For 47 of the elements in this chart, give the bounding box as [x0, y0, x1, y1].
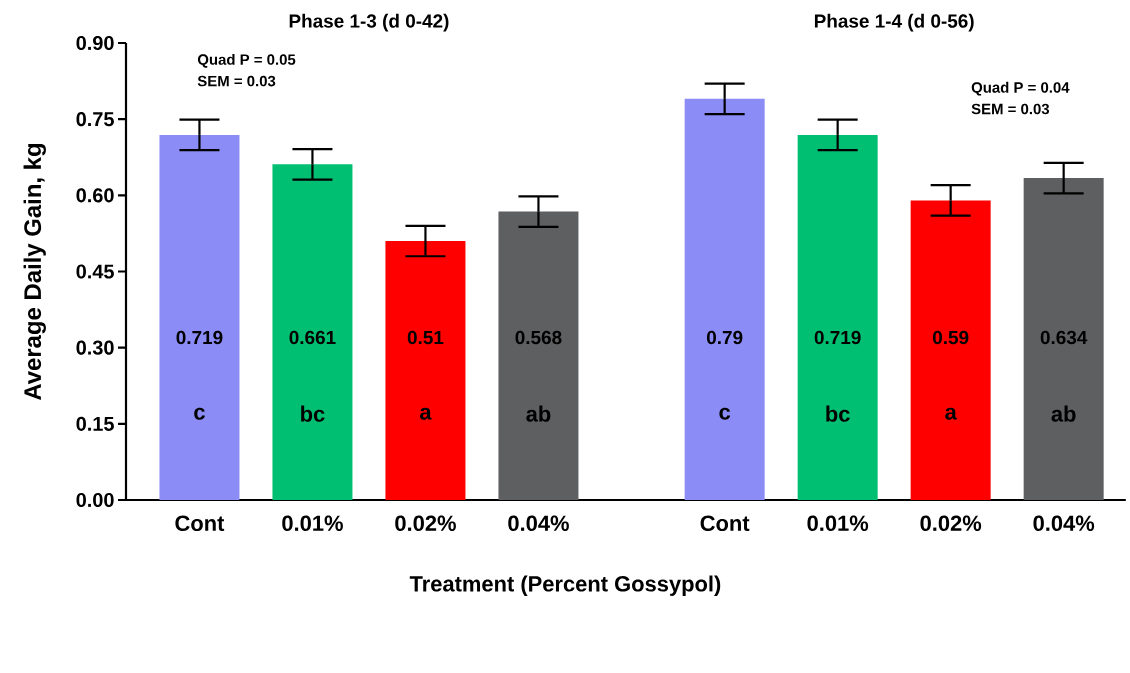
- y-tick-label: 0.15: [76, 416, 114, 431]
- x-tick-label: 0.01%: [282, 515, 343, 532]
- annotation: bc: [301, 405, 325, 422]
- y-tick-label: 0.60: [76, 188, 114, 203]
- annotation: SEM = 0.03: [197, 75, 276, 87]
- bar: [159, 134, 240, 500]
- annotation: Quad P = 0.05: [197, 53, 296, 68]
- annotation: a: [945, 407, 957, 420]
- bar: [498, 211, 579, 500]
- x-tick-label: Cont: [700, 515, 750, 532]
- data-label: 0.79: [706, 330, 743, 345]
- annotation: c: [194, 407, 205, 420]
- y-tick-label: 0.45: [76, 264, 114, 279]
- x-axis-title: Treatment (Percent Gossypol): [409, 575, 721, 596]
- y-tick-label: 0.75: [76, 112, 114, 127]
- annotation: a: [420, 407, 432, 420]
- bar: [272, 164, 353, 500]
- x-tick-label: 0.04%: [1033, 515, 1095, 532]
- annotation: Quad P = 0.04: [971, 81, 1070, 96]
- y-tick-label: 0.00: [76, 492, 114, 508]
- data-label: 0.568: [515, 330, 562, 345]
- x-tick-label: Cont: [175, 515, 225, 532]
- data-label: 0.719: [176, 330, 223, 345]
- x-tick-label: 0.02%: [920, 515, 982, 532]
- bar: [797, 134, 878, 500]
- chart-title: Phase 1-3 (d 0-42): [289, 13, 449, 32]
- annotation: SEM = 0.03: [971, 103, 1050, 115]
- data-label: 0.634: [1040, 330, 1088, 345]
- data-label: 0.51: [407, 330, 444, 345]
- annotation: bc: [826, 405, 850, 422]
- annotation: ab: [1051, 405, 1076, 422]
- data-label: 0.661: [289, 330, 336, 345]
- bar: [1023, 178, 1104, 500]
- bar: [684, 98, 765, 500]
- bar: [385, 241, 466, 500]
- data-label: 0.59: [932, 330, 969, 345]
- chart-title: Phase 1-4 (d 0-56): [814, 13, 974, 32]
- x-tick-label: 0.01%: [807, 515, 869, 532]
- y-tick-label: 0.30: [76, 340, 114, 355]
- data-label: 0.719: [814, 330, 861, 345]
- annotation: c: [719, 407, 731, 420]
- y-tick-label: 0.90: [76, 35, 114, 51]
- bar: [910, 200, 991, 500]
- x-tick-label: 0.02%: [395, 515, 456, 532]
- y-axis-title: Average Daily Gain, kg: [23, 144, 46, 401]
- x-tick-label: 0.04%: [508, 515, 569, 532]
- annotation: ab: [526, 405, 551, 422]
